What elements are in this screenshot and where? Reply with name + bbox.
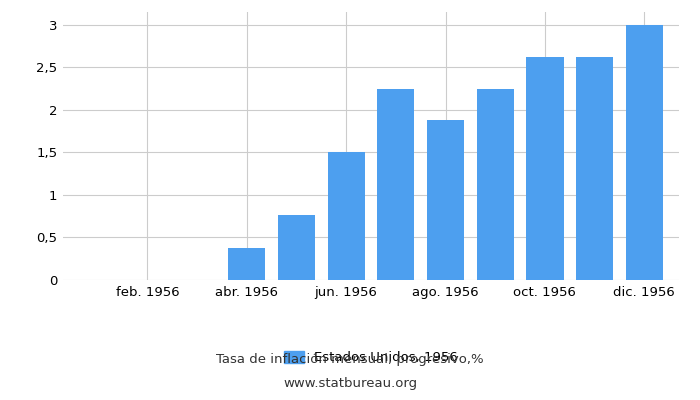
Text: Tasa de inflación mensual, progresivo,%: Tasa de inflación mensual, progresivo,% [216,354,484,366]
Bar [328,152,365,280]
Bar [427,120,464,280]
Bar [626,25,663,280]
Text: www.statbureau.org: www.statbureau.org [283,378,417,390]
Bar [228,248,265,280]
Bar [278,215,315,280]
Bar [576,57,613,280]
Bar [377,88,414,280]
Bar [526,57,564,280]
Legend: Estados Unidos, 1956: Estados Unidos, 1956 [279,346,463,370]
Bar [477,88,514,280]
